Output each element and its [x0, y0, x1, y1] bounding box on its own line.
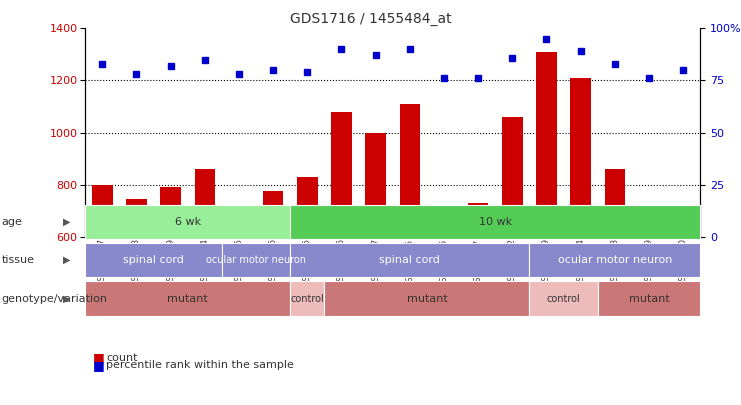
- Text: ■: ■: [93, 351, 104, 364]
- Text: 10 wk: 10 wk: [479, 217, 512, 227]
- Bar: [673, 206, 694, 237]
- Bar: [195, 169, 215, 237]
- Bar: [433, 207, 454, 237]
- Text: spinal cord: spinal cord: [379, 255, 440, 265]
- Bar: [639, 211, 659, 237]
- Bar: [229, 226, 249, 237]
- Text: count: count: [106, 353, 138, 362]
- Text: ocular motor neuron: ocular motor neuron: [558, 255, 672, 265]
- Bar: [365, 133, 386, 237]
- Bar: [605, 169, 625, 237]
- Bar: [502, 117, 522, 237]
- Text: tissue: tissue: [1, 255, 35, 265]
- Text: ocular motor neuron: ocular motor neuron: [206, 255, 306, 265]
- Text: age: age: [1, 217, 22, 227]
- Bar: [536, 52, 556, 237]
- Bar: [263, 191, 283, 237]
- Text: ■: ■: [93, 359, 104, 372]
- Bar: [399, 104, 420, 237]
- Bar: [92, 185, 113, 237]
- Text: genotype/variation: genotype/variation: [1, 294, 107, 304]
- Text: mutant: mutant: [628, 294, 669, 304]
- Bar: [571, 78, 591, 237]
- Text: ▶: ▶: [63, 217, 70, 227]
- Text: GDS1716 / 1455484_at: GDS1716 / 1455484_at: [290, 12, 451, 26]
- Text: percentile rank within the sample: percentile rank within the sample: [106, 360, 294, 370]
- Text: control: control: [547, 294, 580, 304]
- Bar: [297, 177, 318, 237]
- Text: mutant: mutant: [167, 294, 208, 304]
- Text: spinal cord: spinal cord: [123, 255, 184, 265]
- Bar: [160, 188, 181, 237]
- Text: 6 wk: 6 wk: [175, 217, 201, 227]
- Text: ▶: ▶: [63, 294, 70, 304]
- Text: control: control: [290, 294, 324, 304]
- Text: ▶: ▶: [63, 255, 70, 265]
- Bar: [331, 112, 352, 237]
- Text: mutant: mutant: [407, 294, 448, 304]
- Bar: [468, 203, 488, 237]
- Bar: [126, 199, 147, 237]
